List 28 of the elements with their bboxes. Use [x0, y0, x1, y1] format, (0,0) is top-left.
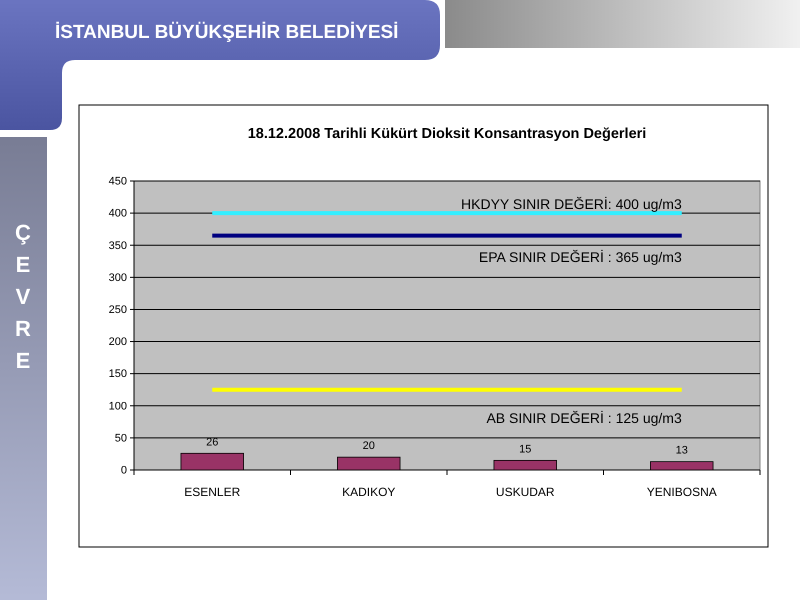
ref-line-label: AB SINIR DEĞERİ : 125 ug/m3 — [486, 410, 682, 426]
text: ÇEVRE — [15, 220, 32, 373]
y-tick-label: 100 — [108, 400, 127, 412]
ref-line-label: HKDYY SINIR DEĞERİ: 400 ug/m3 — [461, 196, 682, 212]
data-label: 20 — [362, 440, 375, 452]
bar — [494, 460, 557, 470]
bar — [650, 461, 714, 470]
y-tick-label: 0 — [120, 464, 127, 477]
y-tick-label: 250 — [108, 304, 127, 316]
data-label: 15 — [519, 443, 532, 456]
ref-line-label: EPA SINIR DEĞERİ : 365 ug/m3 — [478, 249, 682, 266]
bar — [180, 452, 244, 470]
y-tick-label: 450 — [108, 176, 127, 188]
y-tick-label: 200 — [108, 336, 127, 348]
data-label: 26 — [206, 436, 218, 448]
text: İSTANBUL BÜYÜKŞEHİR BELEDİYESİ — [55, 21, 398, 43]
x-tick-label: ESENLER — [184, 484, 241, 499]
data-label: 13 — [676, 444, 688, 457]
x-tick-label: YENIBOSNA — [646, 484, 717, 499]
y-tick-label: 300 — [108, 272, 127, 284]
y-tick-label: 400 — [108, 208, 127, 220]
x-tick-label: KADIKOY — [342, 484, 396, 499]
y-tick-label: 350 — [108, 240, 127, 252]
bar — [337, 456, 400, 470]
y-tick-label: 50 — [114, 432, 127, 444]
chart-title: 18.12.2008 Tarihli Kükürt Dioksit Konsantrasyon Değerleri — [248, 126, 646, 142]
x-tick-label: USKUDAR — [496, 484, 555, 499]
y-tick-label: 150 — [108, 368, 127, 380]
